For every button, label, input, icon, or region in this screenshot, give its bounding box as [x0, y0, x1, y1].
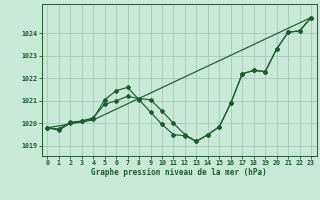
X-axis label: Graphe pression niveau de la mer (hPa): Graphe pression niveau de la mer (hPa) [91, 168, 267, 177]
